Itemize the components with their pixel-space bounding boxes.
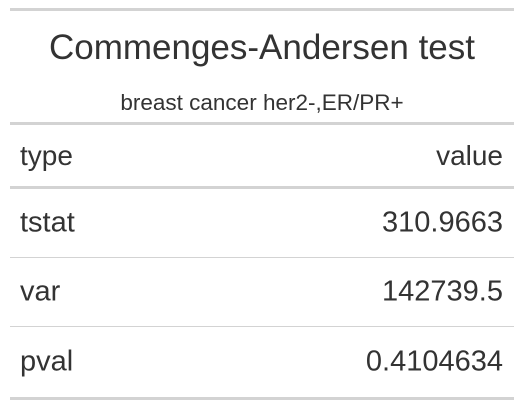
table-row: tstat 310.9663: [10, 189, 514, 258]
table-title: Commenges-Andersen test: [48, 28, 476, 67]
column-header-value: value: [436, 139, 503, 171]
column-header-type: type: [20, 139, 73, 171]
table-subtitle: breast cancer her2-,ER/PR+: [10, 91, 514, 125]
results-table: Commenges-Andersen test breast cancer he…: [10, 8, 514, 400]
row-value-cell: 0.4104634: [365, 345, 503, 378]
row-type-cell: tstat: [20, 206, 75, 239]
row-value-cell: 142739.5: [382, 275, 503, 308]
row-value-cell: 310.9663: [382, 206, 503, 239]
table-row: var 142739.5: [10, 258, 514, 327]
row-type-cell: pval: [20, 345, 74, 378]
row-type-cell: var: [20, 275, 61, 308]
column-header-row: type value: [10, 125, 514, 189]
table-row: pval 0.4104634: [10, 327, 514, 397]
